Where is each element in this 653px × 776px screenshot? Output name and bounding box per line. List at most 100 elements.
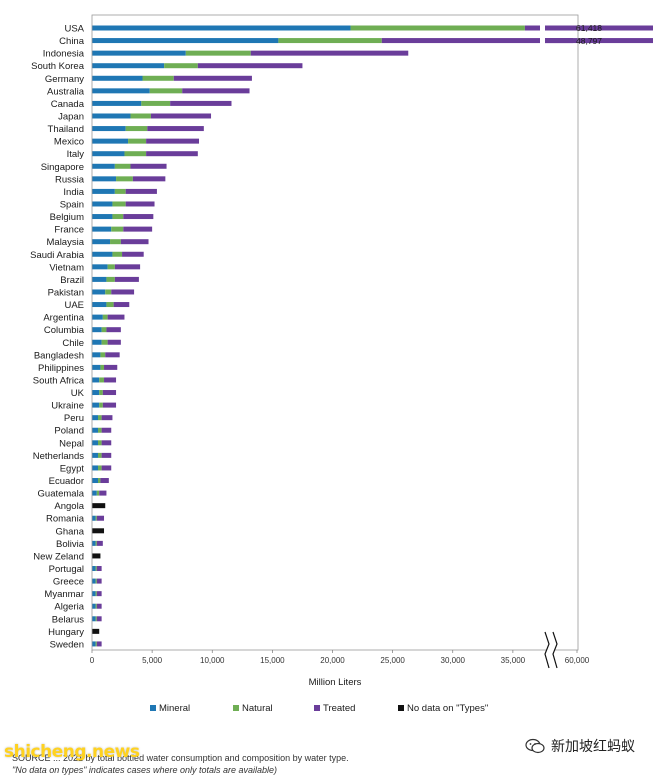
bar-thailand-treated	[147, 126, 204, 132]
bar-argentina-mineral	[92, 314, 103, 320]
category-label-spain: Spain	[60, 199, 84, 210]
category-label-pakistan: Pakistan	[48, 287, 84, 298]
x-tick-label: 35,000	[501, 656, 526, 665]
bar-vietnam-natural	[107, 264, 115, 270]
category-label-new-zeland: New Zeland	[33, 551, 84, 562]
legend-item-treated: Treated	[314, 703, 355, 714]
bar-belgium-mineral	[92, 214, 113, 220]
bar-brazil-mineral	[92, 276, 107, 282]
bar-pakistan-mineral	[92, 289, 106, 295]
bar-poland-natural	[98, 427, 102, 433]
bar-angola-no-data-on-types	[92, 503, 106, 509]
bar-break-continuation	[545, 25, 573, 31]
bar-france-treated	[123, 226, 153, 232]
bar-belarus-treated	[96, 616, 102, 622]
bar-india-natural	[114, 188, 126, 194]
x-axis-title: Million Liters	[309, 677, 362, 688]
bar-china-natural	[278, 38, 382, 44]
bar-france-natural	[111, 226, 124, 232]
bar-singapore-mineral	[92, 163, 115, 169]
x-tick-label: 5,000	[142, 656, 163, 665]
legend-label: Treated	[323, 703, 355, 714]
bar-ecuador-mineral	[92, 478, 99, 484]
bar-bolivia-natural	[95, 540, 97, 546]
x-tick-label: 30,000	[441, 656, 466, 665]
no-data-note: "No data on types" indicates cases where…	[12, 765, 278, 775]
category-label-india: India	[63, 187, 84, 198]
x-tick-label: 15,000	[260, 656, 285, 665]
bar-portugal-mineral	[92, 566, 96, 572]
category-label-singapore: Singapore	[41, 162, 84, 173]
bar-spain-mineral	[92, 201, 113, 207]
category-label-south-africa: South Africa	[33, 375, 85, 386]
bar-japan-mineral	[92, 113, 131, 119]
bar-hungary-no-data-on-types	[92, 628, 100, 634]
bar-japan-treated	[150, 113, 212, 119]
bar-malaysia-mineral	[92, 239, 111, 245]
legend-label: Natural	[242, 703, 273, 714]
category-label-south-korea: South Korea	[31, 61, 85, 72]
bar-belarus-mineral	[92, 616, 96, 622]
bar-ecuador-natural	[98, 478, 101, 484]
bar-thailand-natural	[125, 126, 148, 132]
bar-guatemala-mineral	[92, 490, 97, 496]
bar-canada-treated	[170, 100, 232, 106]
category-label-nepal: Nepal	[59, 438, 84, 449]
bar-myanmar-mineral	[92, 591, 96, 597]
category-label-netherlands: Netherlands	[33, 451, 84, 462]
bar-bangladesh-treated	[105, 352, 120, 358]
category-label-myanmar: Myanmar	[44, 589, 84, 600]
bar-bolivia-treated	[96, 540, 103, 546]
bar-poland-treated	[101, 427, 112, 433]
bar-peru-mineral	[92, 415, 99, 421]
bar-south-korea-natural	[164, 63, 198, 69]
x-tick-label: 25,000	[380, 656, 405, 665]
legend-label: No data on "Types"	[407, 703, 488, 714]
category-label-mexico: Mexico	[54, 137, 84, 148]
legend-swatch	[233, 705, 239, 711]
legend-item-natural: Natural	[233, 703, 273, 714]
bar-myanmar-natural	[95, 591, 97, 597]
bar-nepal-natural	[98, 440, 102, 446]
bar-usa-natural	[350, 25, 525, 31]
bar-bangladesh-mineral	[92, 352, 101, 358]
legend-swatch	[398, 705, 404, 711]
category-label-columbia: Columbia	[44, 325, 85, 336]
bar-sweden-mineral	[92, 641, 96, 647]
bar-germany-natural	[142, 75, 174, 81]
bar-singapore-natural	[114, 163, 131, 169]
category-label-poland: Poland	[54, 426, 84, 437]
category-label-sweden: Sweden	[50, 639, 84, 650]
legend-swatch	[314, 705, 320, 711]
bar-philippines-mineral	[92, 364, 101, 370]
bar-ukraine-natural	[99, 402, 103, 408]
category-label-hungary: Hungary	[48, 627, 84, 638]
category-label-vietnam: Vietnam	[49, 262, 84, 273]
total-label-usa: 61,418	[576, 23, 602, 33]
legend-label: Mineral	[159, 703, 190, 714]
bar-canada-natural	[141, 100, 171, 106]
bar-netherlands-natural	[98, 452, 102, 458]
bar-vietnam-treated	[114, 264, 141, 270]
bar-malaysia-treated	[120, 239, 149, 245]
category-label-greece: Greece	[53, 577, 84, 588]
category-label-angola: Angola	[54, 501, 84, 512]
axis-break-mask	[547, 632, 555, 672]
bar-greece-natural	[95, 578, 97, 584]
category-label-ecuador: Ecuador	[49, 476, 84, 487]
bar-china-mineral	[92, 38, 279, 44]
category-label-germany: Germany	[45, 74, 84, 85]
category-label-brazil: Brazil	[60, 275, 84, 286]
bar-nepal-treated	[101, 440, 112, 446]
legend-item-mineral: Mineral	[150, 703, 190, 714]
category-label-peru: Peru	[64, 413, 84, 424]
category-label-usa: USA	[64, 24, 84, 35]
bar-guatemala-natural	[96, 490, 100, 496]
bar-indonesia-natural	[185, 50, 251, 56]
bar-saudi-arabia-mineral	[92, 251, 113, 257]
bar-philippines-natural	[100, 364, 105, 370]
legend-swatch	[150, 705, 156, 711]
bar-algeria-treated	[96, 603, 102, 609]
bar-south-africa-treated	[104, 377, 117, 383]
